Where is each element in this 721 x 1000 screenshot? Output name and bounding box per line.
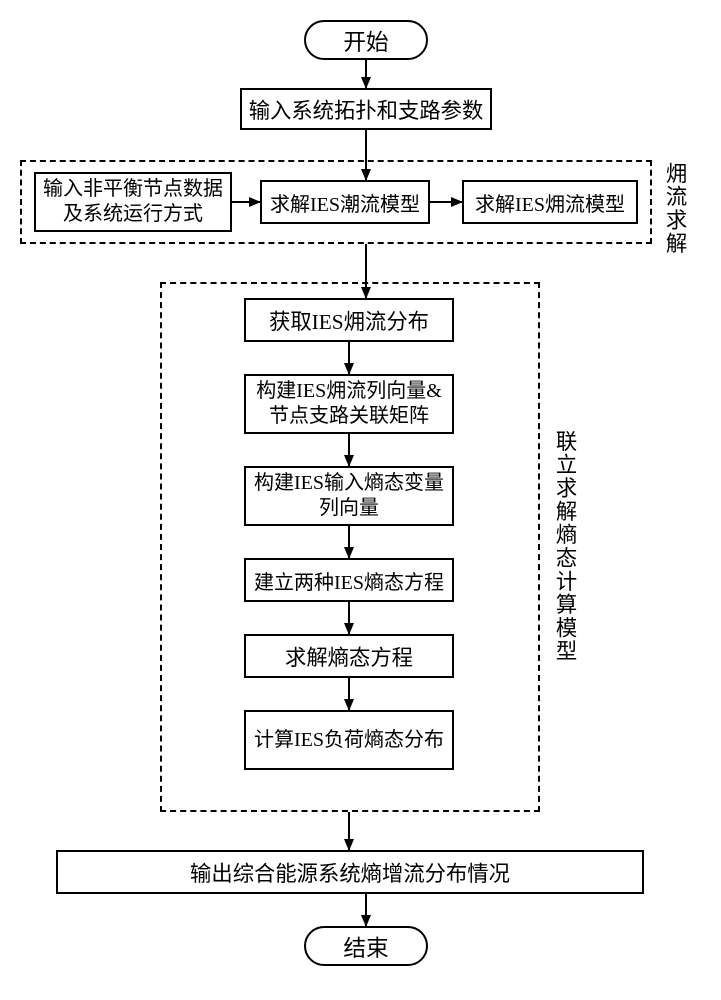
node-solve-eqns: 求解熵态方程 [244,634,454,678]
node-input-topology: 输入系统拓扑和支路参数 [240,88,492,130]
node-establish-eqns: 建立两种IES熵态方程 [244,558,454,602]
label: 㶲流求解 [663,162,687,255]
label: 输入系统拓扑和支路参数 [249,94,484,125]
label: 构建IES㶲流列向量&节点支路关联矩阵 [252,379,446,429]
node-end-label: 结束 [343,930,388,963]
group-label-mid: 联立求解熵态计算模型 [550,430,581,663]
label: 输入非平衡节点数据及系统运行方式 [42,177,224,227]
label: 求解IES潮流模型 [270,188,420,217]
node-start-label: 开始 [343,24,388,57]
label: 构建IES输入熵态变量列向量 [252,471,446,521]
node-end: 结束 [304,926,428,966]
node-build-vectors: 构建IES㶲流列向量&节点支路关联矩阵 [244,374,454,434]
node-solve-exergyflow: 求解IES㶲流模型 [462,180,638,224]
label: 获取IES㶲流分布 [269,305,429,336]
node-start: 开始 [304,20,428,60]
node-input-nonbalance: 输入非平衡节点数据及系统运行方式 [34,172,232,232]
label: 建立两种IES熵态方程 [254,566,444,595]
node-output: 输出综合能源系统熵增流分布情况 [56,850,644,894]
label: 求解IES㶲流模型 [475,188,625,217]
flowchart-canvas: 开始 结束 输入系统拓扑和支路参数 输入非平衡节点数据及系统运行方式 求解IES… [20,20,701,980]
group-label-top: 㶲流求解 [660,162,691,255]
label: 计算IES负荷熵态分布 [254,728,444,753]
node-calc-load-entropy: 计算IES负荷熵态分布 [244,710,454,770]
node-solve-powerflow: 求解IES潮流模型 [260,180,430,224]
label: 输出综合能源系统熵增流分布情况 [190,857,510,888]
label: 联立求解熵态计算模型 [553,430,577,663]
node-build-entropy-vec: 构建IES输入熵态变量列向量 [244,466,454,526]
label: 求解熵态方程 [285,641,413,672]
node-get-exergy-dist: 获取IES㶲流分布 [244,298,454,342]
